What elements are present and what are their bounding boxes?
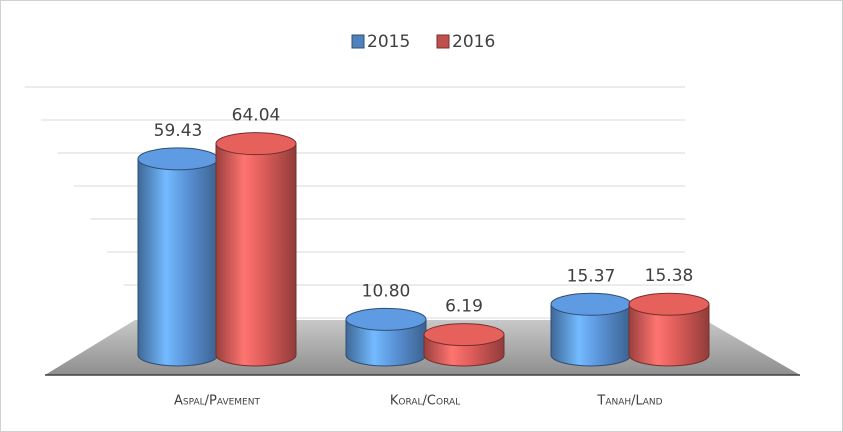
- legend-label: 2015: [367, 32, 410, 52]
- bar: [137, 147, 219, 367]
- cylinder-top: [345, 307, 427, 331]
- cylinder-top: [423, 323, 505, 347]
- x-tick-label: Aspal/Pavement: [174, 394, 260, 409]
- data-label: 59.43: [154, 121, 203, 141]
- legend-label: 2016: [452, 32, 495, 52]
- cylinder-body: [628, 303, 710, 367]
- bar: [628, 292, 710, 367]
- bar: [215, 132, 297, 367]
- data-label: 6.19: [445, 297, 483, 317]
- cylinder-body: [137, 158, 219, 367]
- bar: [550, 292, 632, 367]
- bar: [423, 323, 505, 367]
- cylinder-top: [628, 292, 710, 316]
- cylinder-top: [550, 292, 632, 316]
- data-label: 64.04: [232, 106, 281, 126]
- cylinder-top: [137, 147, 219, 171]
- data-label: 15.38: [645, 266, 694, 286]
- legend-swatch: [351, 34, 365, 49]
- data-label: 15.37: [567, 266, 616, 286]
- x-tick-label: Koral/Coral: [390, 394, 460, 409]
- data-label: 10.80: [362, 281, 411, 301]
- bar: [345, 307, 427, 367]
- cylinder-top: [215, 132, 297, 156]
- legend-swatch: [436, 34, 450, 49]
- cylinder-body: [215, 143, 297, 367]
- x-tick-label: Tanah/Land: [596, 394, 662, 409]
